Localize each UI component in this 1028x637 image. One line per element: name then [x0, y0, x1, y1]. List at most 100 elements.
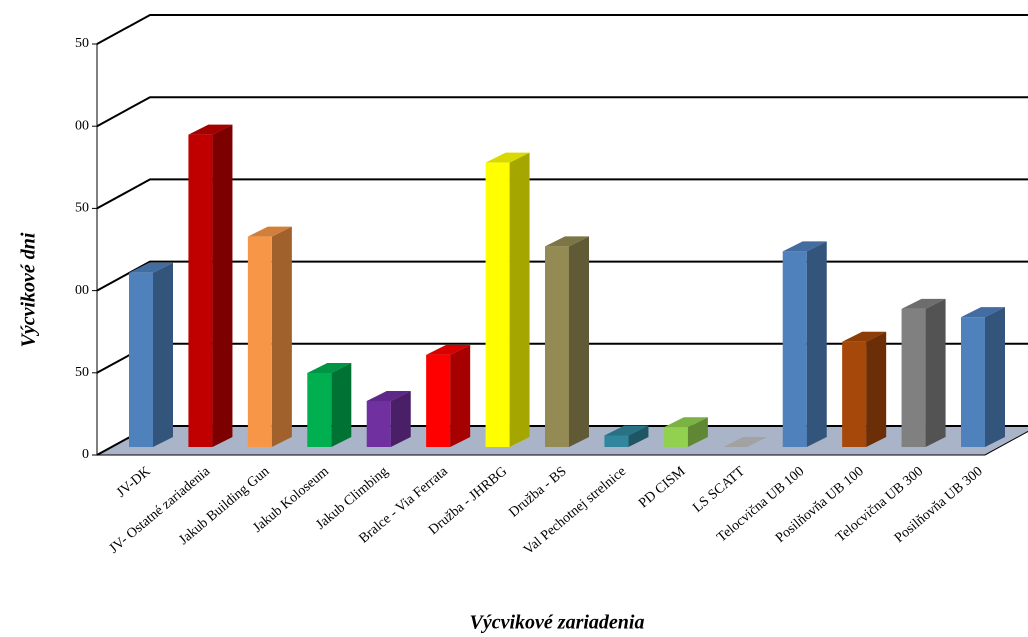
- bar-top: [901, 298, 946, 309]
- bar-front: [307, 373, 332, 447]
- bar-side-shade: [687, 417, 708, 447]
- bar-top: [247, 226, 292, 237]
- bar-side-shade: [212, 124, 233, 447]
- bar-front: [247, 236, 272, 447]
- bar: [901, 298, 946, 447]
- bar-side-shade: [925, 298, 946, 447]
- bar-front: [485, 162, 510, 447]
- x-tick-label: PD CISM: [636, 464, 689, 512]
- bar-side-shade: [806, 241, 827, 447]
- bar-side-shade: [985, 307, 1005, 447]
- bar-top-shade: [545, 236, 589, 247]
- bar-side-shade: [628, 425, 649, 447]
- bar-side-shade: [331, 363, 352, 447]
- bar-top-shade: [604, 425, 649, 436]
- bar-top: [188, 124, 233, 135]
- bar-front: [782, 251, 807, 447]
- bar-side: [628, 425, 649, 447]
- bar-side: [153, 262, 173, 447]
- y-tick-label: 50: [75, 365, 89, 380]
- bar-top-shade: [842, 331, 887, 342]
- bar-top: [961, 307, 1005, 318]
- grid-line: [96, 260, 1028, 292]
- grid-line: [96, 96, 1028, 128]
- bar-side-shade: [509, 152, 530, 447]
- bar-side: [212, 124, 233, 447]
- bar-front: [663, 427, 688, 447]
- bar-top-shade: [247, 226, 292, 237]
- bar-top-shade: [307, 363, 352, 374]
- bar: [426, 344, 471, 447]
- bar-front: [129, 272, 153, 447]
- bar-top: [604, 425, 649, 436]
- x-tick-label: Družba - BS: [506, 464, 569, 520]
- bar: [663, 417, 708, 447]
- bar-top-shade: [485, 152, 530, 163]
- bar: [188, 124, 233, 447]
- x-tick-label: Val Pechotnej strelnice: [521, 464, 629, 558]
- bar-side: [390, 390, 411, 447]
- bar-front: [604, 435, 629, 447]
- bar: [247, 226, 292, 447]
- bar-side-shade: [450, 344, 471, 447]
- bar-top-shade: [961, 307, 1005, 318]
- bar-side-shade: [390, 390, 411, 447]
- bar-front: [545, 246, 569, 447]
- bar-top: [485, 152, 530, 163]
- bar-top: [129, 262, 173, 273]
- bar: [366, 390, 411, 447]
- grid-line: [96, 178, 1028, 210]
- y-tick-label: 00: [75, 283, 89, 298]
- x-axis-label: Výcvikové zariadenia: [470, 612, 645, 634]
- bar-front: [842, 341, 867, 447]
- bar-side: [331, 363, 352, 447]
- bar-side-shade: [271, 226, 292, 447]
- bar: [842, 331, 887, 447]
- bar: [961, 307, 1005, 447]
- bar-side: [806, 241, 827, 447]
- bar-side-shade: [569, 236, 589, 447]
- bar-front: [366, 400, 391, 447]
- bar-side: [866, 331, 887, 447]
- bar-front: [961, 317, 985, 447]
- bar-top: [426, 344, 471, 355]
- y-tick-label: 50: [75, 201, 89, 216]
- bar-side: [271, 226, 292, 447]
- x-tick-label: JV-DK: [114, 464, 154, 501]
- y-tick-label: 00: [75, 118, 89, 133]
- bar-top-shade: [129, 262, 173, 273]
- bar-top: [545, 236, 589, 247]
- y-axis-label: Výcvikové dni: [18, 232, 40, 347]
- bar: [129, 262, 173, 447]
- bar-top-shade: [901, 298, 946, 309]
- bar-top: [307, 363, 352, 374]
- bar-side: [687, 417, 708, 447]
- bar-top: [723, 437, 768, 447]
- bar-top: [782, 241, 827, 252]
- bar-top: [663, 417, 708, 428]
- bar-top: [366, 390, 411, 401]
- x-tick-label: JV- Ostatné zariadenia: [107, 464, 214, 557]
- bar-top-shade: [782, 241, 827, 252]
- bar-side-shade: [866, 331, 887, 447]
- bar-top-shade: [188, 124, 233, 135]
- bar-side: [569, 236, 589, 447]
- bar-side-shade: [153, 262, 173, 447]
- bar-front: [901, 308, 926, 447]
- bar: [485, 152, 530, 447]
- y-tick-label: 50: [75, 36, 89, 51]
- bar-side: [925, 298, 946, 447]
- bar: [604, 425, 649, 447]
- bar: [307, 363, 352, 447]
- bar-front: [426, 354, 451, 447]
- bar-top-shade: [663, 417, 708, 428]
- bar-top: [842, 331, 887, 342]
- bar-side: [985, 307, 1005, 447]
- bar-top-shade: [723, 437, 768, 447]
- bar: [782, 241, 827, 447]
- y-tick-label: 0: [82, 447, 89, 462]
- bar-side: [509, 152, 530, 447]
- bar-front: [188, 134, 213, 447]
